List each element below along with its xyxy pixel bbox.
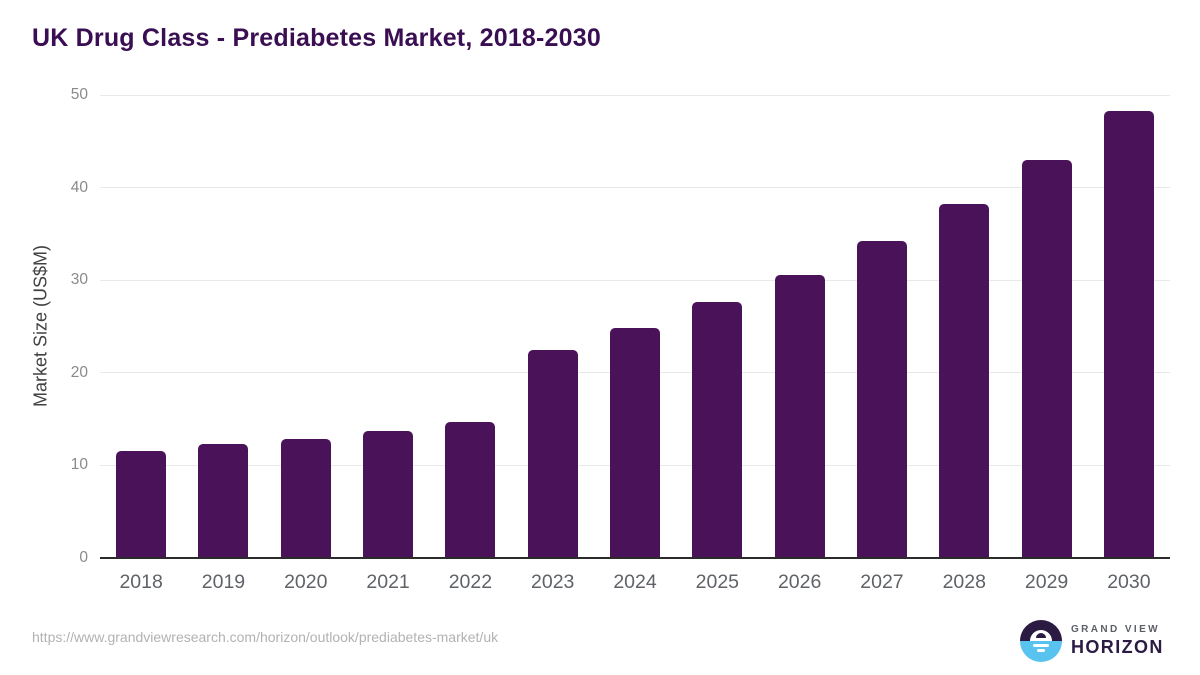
bar-slot-2019 xyxy=(182,95,264,558)
bar-2029 xyxy=(1021,159,1072,558)
bar-2030 xyxy=(1103,110,1154,558)
x-tick-label: 2028 xyxy=(942,571,986,593)
x-tick-label: 2027 xyxy=(860,571,904,593)
bar-2027 xyxy=(856,241,907,558)
bar-2019 xyxy=(198,444,249,558)
bar-2021 xyxy=(363,431,414,558)
bar-2026 xyxy=(774,274,825,558)
bar-2022 xyxy=(445,421,496,558)
x-tick-label: 2030 xyxy=(1107,571,1151,593)
water-ripple-line xyxy=(1033,644,1049,647)
y-tick-label: 40 xyxy=(70,178,88,196)
bar-2025 xyxy=(692,302,743,558)
x-tick-label: 2018 xyxy=(119,571,163,593)
logo-text-horizon: HORIZON xyxy=(1071,637,1164,657)
y-tick-label: 0 xyxy=(79,549,88,566)
bar-2020 xyxy=(280,438,331,558)
bar-2024 xyxy=(610,328,661,558)
bar-slot-2023 xyxy=(512,95,594,558)
x-axis-tick-labels: 2018 2019 2020 2021 2022 2023 2024 2025 2026 2027… xyxy=(100,571,1170,594)
logo-text: GRAND VIEW HORIZON xyxy=(1071,624,1164,658)
grand-view-horizon-logo: GRAND VIEW HORIZON xyxy=(1020,620,1164,662)
y-axis-tick-labels: 0 10 20 30 40 50 xyxy=(0,86,88,566)
x-tick-label: 2025 xyxy=(695,571,740,593)
bar-slot-2027 xyxy=(841,95,923,558)
bar-slot-2030 xyxy=(1088,95,1170,558)
bar-slot-2029 xyxy=(1005,95,1087,558)
logo-text-grand-view: GRAND VIEW xyxy=(1071,624,1160,635)
y-tick-label: 10 xyxy=(70,456,88,474)
bar-slot-2018 xyxy=(100,95,182,558)
x-tick-label: 2026 xyxy=(777,571,822,593)
plot-area xyxy=(100,94,1170,559)
y-tick-label: 50 xyxy=(70,86,88,103)
y-tick-label: 30 xyxy=(70,271,88,289)
bar-slot-2025 xyxy=(676,95,758,558)
sun-arch-inner-shape xyxy=(1036,633,1046,638)
page-title: UK Drug Class - Prediabetes Market, 2018… xyxy=(32,24,601,52)
bar-slot-2026 xyxy=(759,95,841,558)
bar-slot-2020 xyxy=(265,95,347,558)
bar-series xyxy=(100,95,1170,558)
x-tick-label: 2029 xyxy=(1024,571,1069,593)
x-tick-label: 2021 xyxy=(366,571,410,593)
source-url: https://www.grandviewresearch.com/horizo… xyxy=(32,629,499,645)
bar-2023 xyxy=(527,349,578,558)
bar-slot-2024 xyxy=(594,95,676,558)
bar-2028 xyxy=(939,204,990,558)
sunrise-horizon-icon xyxy=(1020,620,1062,662)
bar-2018 xyxy=(116,450,167,558)
water-ripple-line xyxy=(1037,649,1045,652)
gridline xyxy=(100,94,1170,96)
y-tick-label: 20 xyxy=(70,363,88,381)
x-tick-label: 2019 xyxy=(201,571,246,593)
x-tick-label: 2020 xyxy=(284,571,328,593)
bar-slot-2021 xyxy=(347,95,429,558)
x-tick-label: 2024 xyxy=(613,571,657,593)
bar-slot-2028 xyxy=(923,95,1005,558)
gridline xyxy=(100,279,1170,281)
gridline xyxy=(100,187,1170,189)
bar-slot-2022 xyxy=(429,95,511,558)
x-tick-label: 2022 xyxy=(448,571,493,593)
x-tick-label: 2023 xyxy=(531,571,575,593)
x-axis-line xyxy=(100,557,1170,559)
